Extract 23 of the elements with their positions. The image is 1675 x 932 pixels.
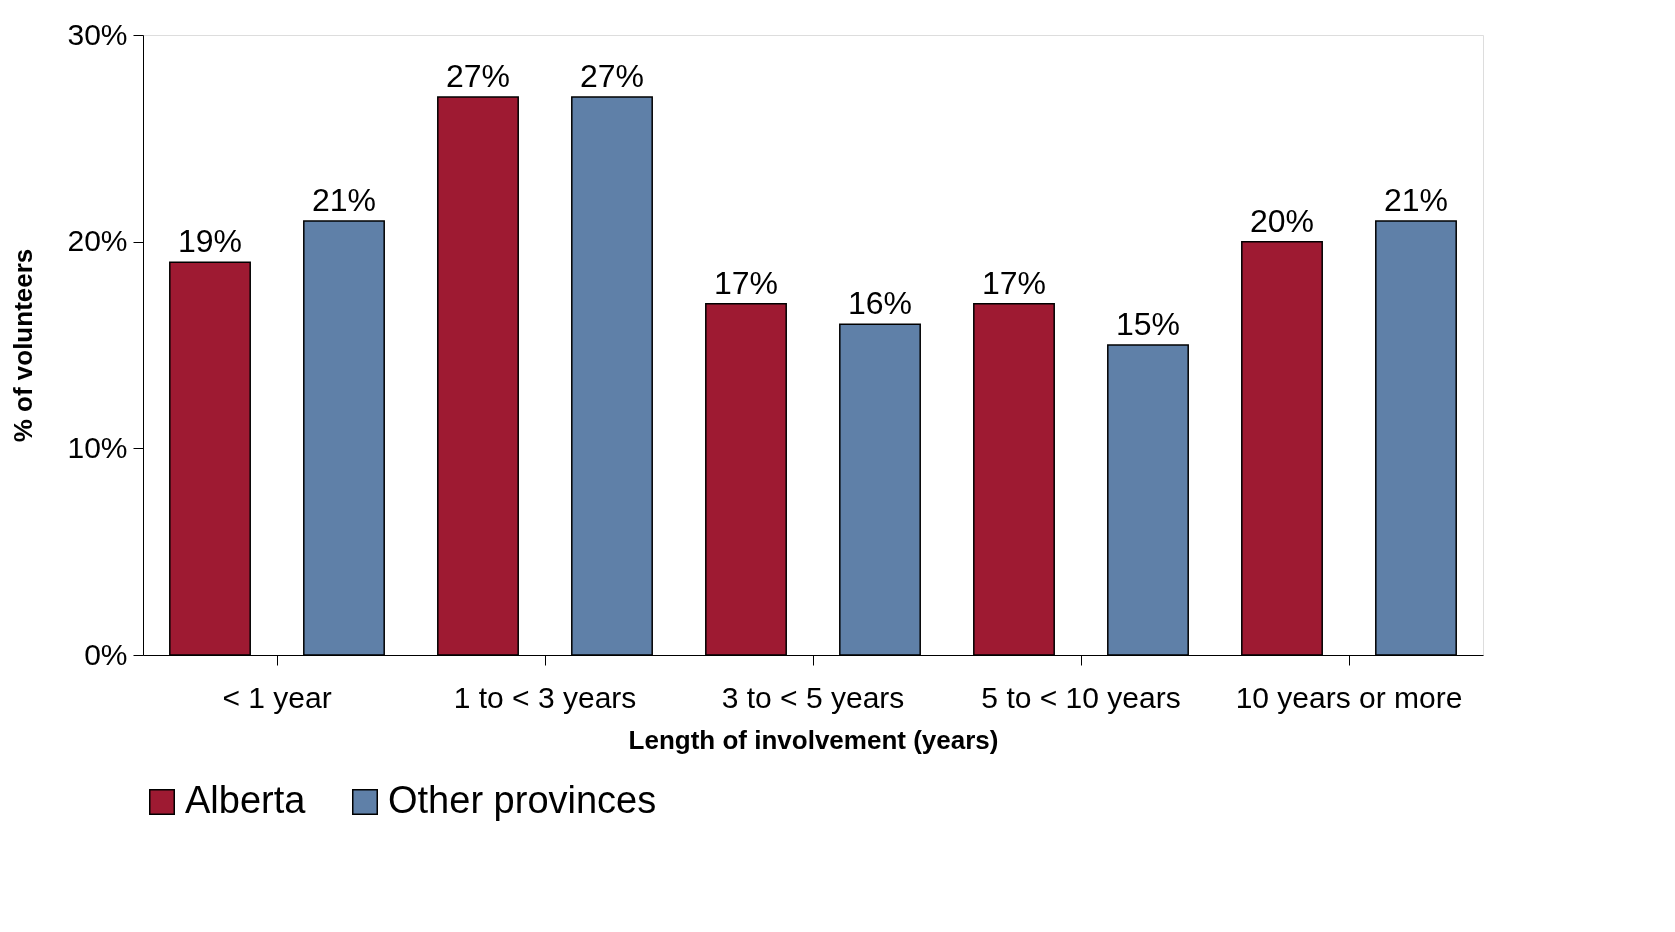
x-axis-title: Length of involvement (years): [628, 724, 999, 755]
data-label: 16%: [847, 285, 913, 322]
x-tick-label: 3 to < 5 years: [721, 680, 905, 714]
x-tick-label: 1 to < 3 years: [453, 680, 637, 714]
data-label: 27%: [445, 58, 511, 94]
data-label: 27%: [579, 58, 645, 94]
x-tick-label: < 1 year: [222, 680, 332, 714]
legend-label: Alberta: [185, 779, 307, 821]
y-tick-label: 0%: [84, 637, 128, 671]
data-label: 17%: [713, 264, 779, 301]
x-tick-label: 5 to < 10 years: [981, 680, 1181, 714]
data-label: 20%: [1249, 202, 1315, 239]
data-label: 17%: [981, 264, 1047, 301]
y-tick-label: 10%: [67, 430, 128, 464]
legend-label: Other provinces: [388, 779, 657, 821]
y-tick-label: 20%: [67, 224, 128, 258]
data-label: 21%: [1383, 182, 1449, 218]
data-label: 19%: [177, 223, 243, 260]
data-label: 21%: [311, 182, 377, 218]
x-tick-label: 10 years or more: [1235, 680, 1463, 714]
data-label: 15%: [1115, 306, 1181, 342]
y-axis-title: % of volunteers: [8, 248, 39, 443]
y-tick-label: 30%: [67, 17, 128, 51]
